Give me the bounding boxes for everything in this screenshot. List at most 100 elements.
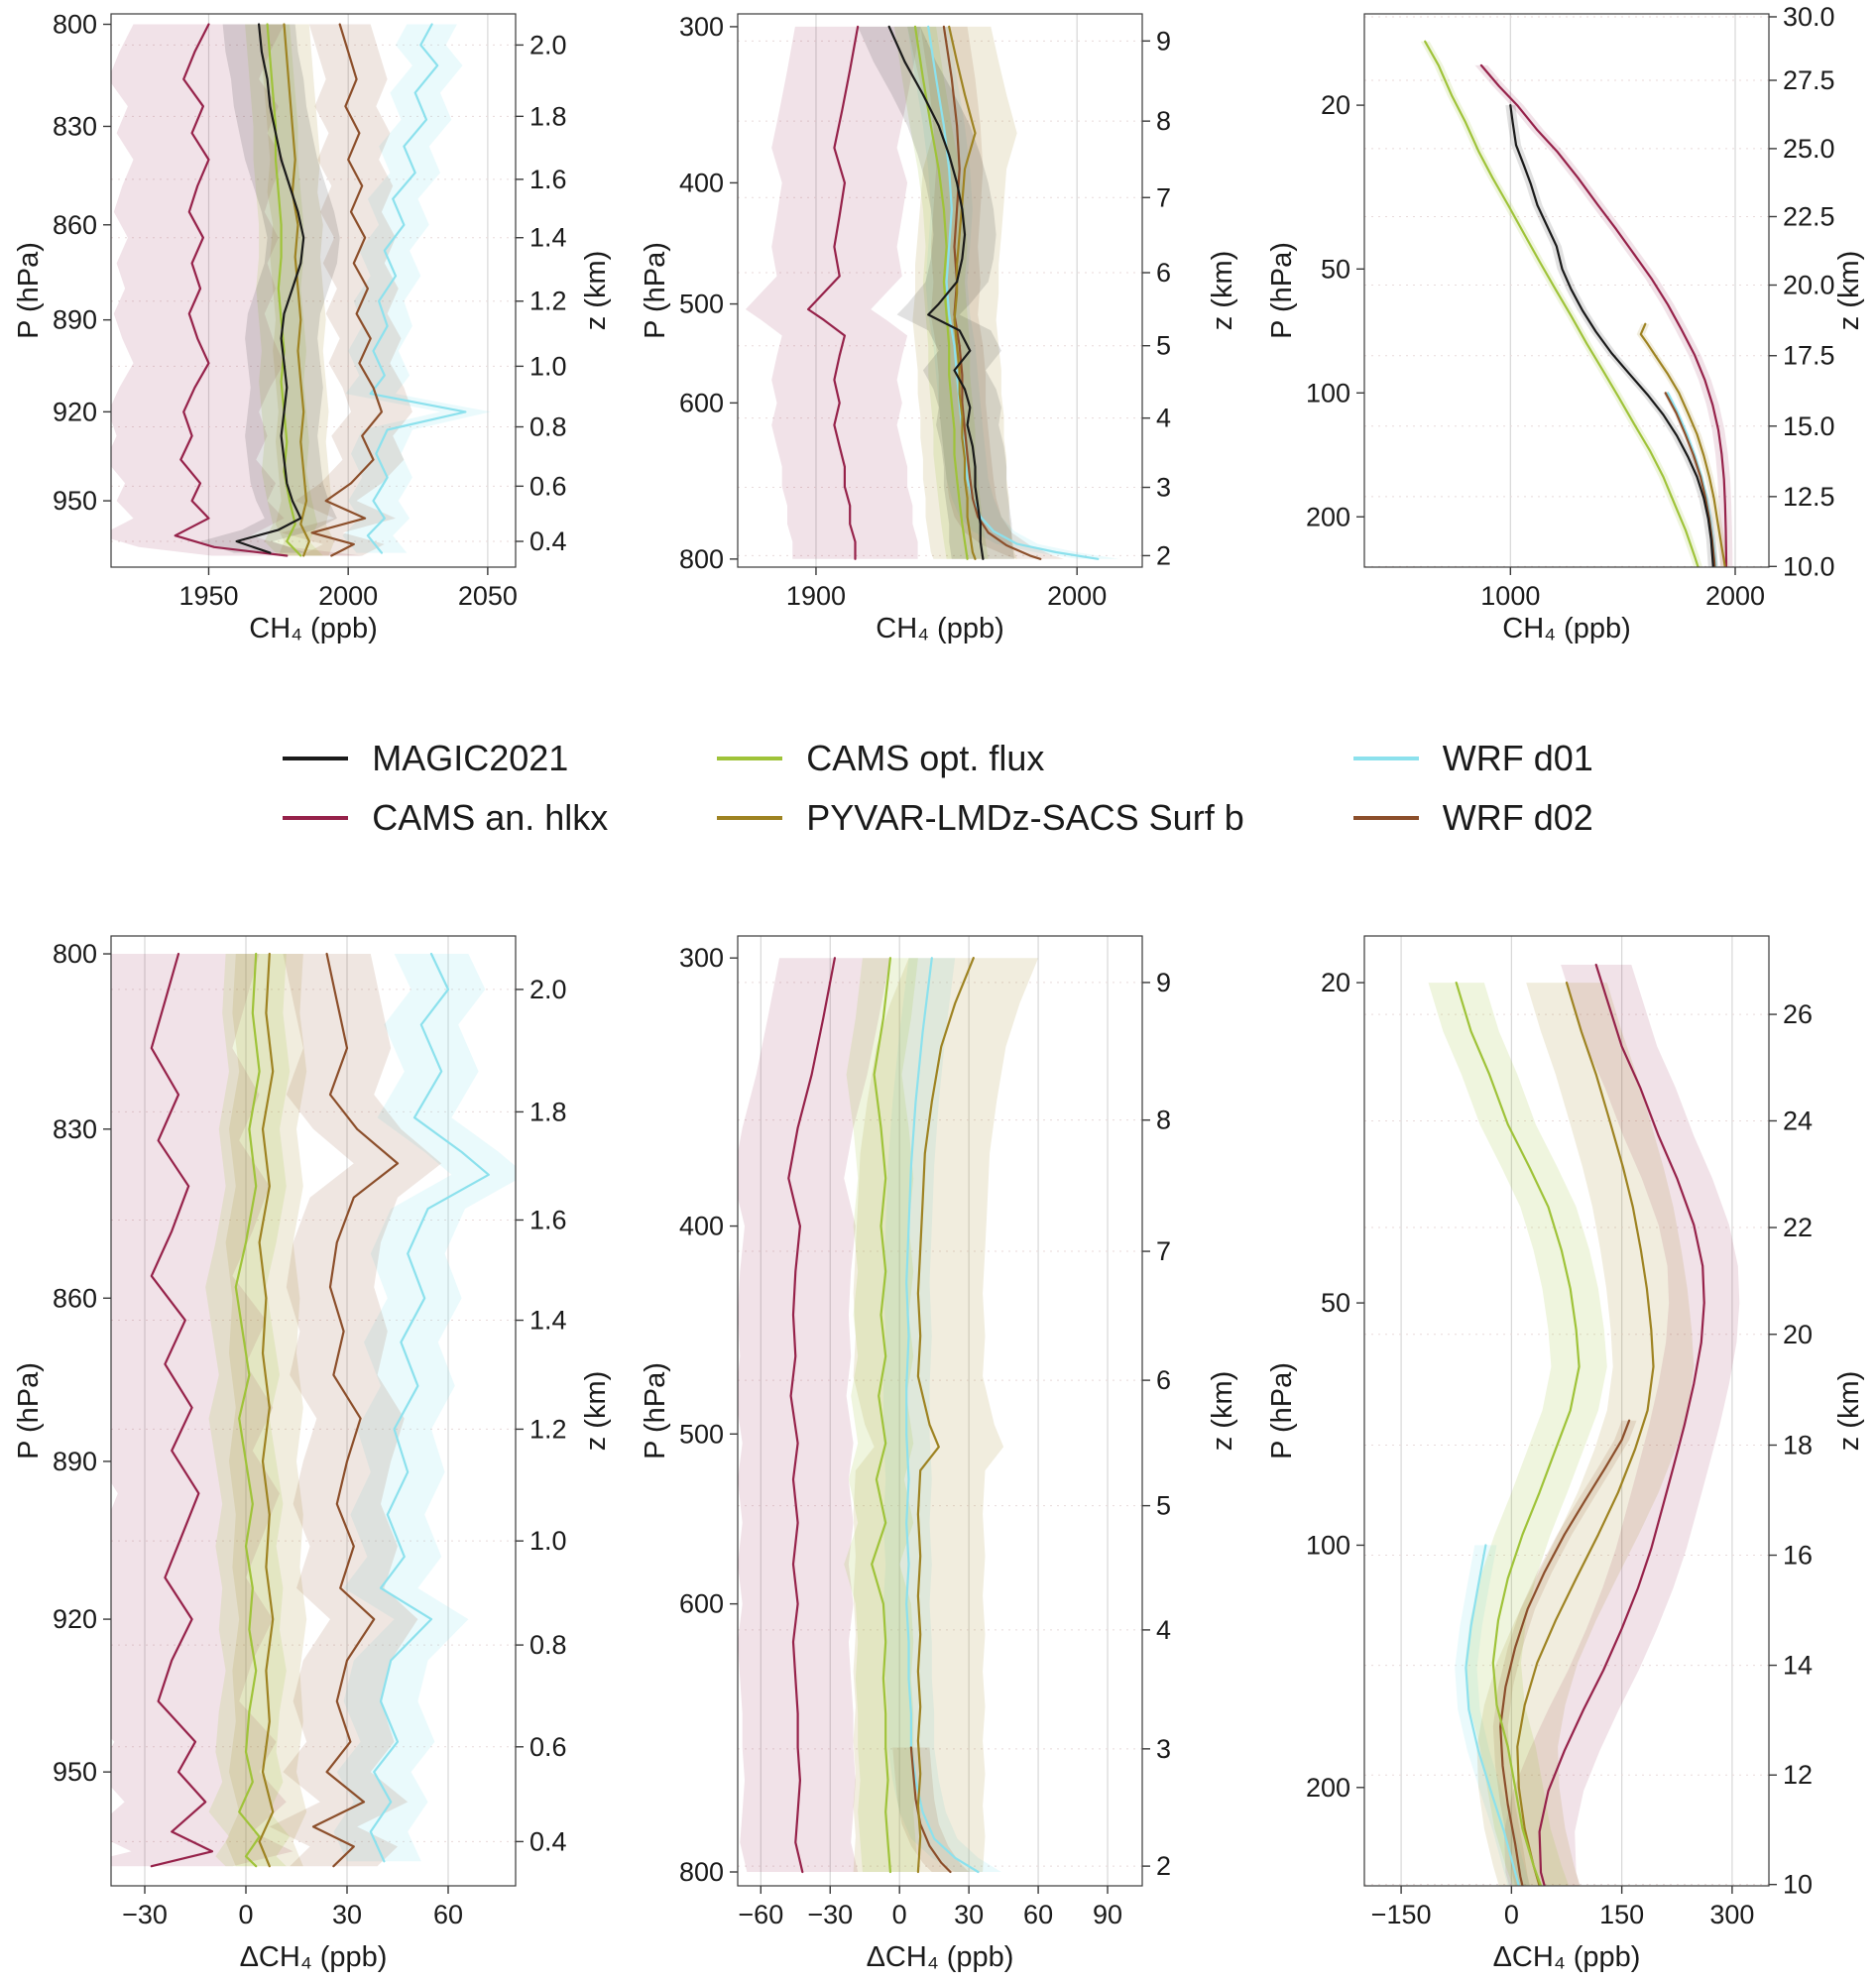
svg-text:3: 3 [1156, 1734, 1171, 1764]
svg-text:z (km): z (km) [1833, 1371, 1865, 1452]
svg-text:1900: 1900 [786, 581, 846, 611]
svg-text:ΔCH₄ (ppb): ΔCH₄ (ppb) [867, 1941, 1014, 1973]
legend-item-cams-an-hlkx: CAMS an. hlkx [283, 797, 608, 839]
panel-dch4-free-troposphere: −60 −30 0 30 60 90 300 400 500 600 800 9 8 7 6 5 4 3 2 ΔCH₄… [631, 922, 1245, 1983]
dch4-free-troposphere-chart: −60 −30 0 30 60 90 300 400 500 600 800 9 8 7 6 5 4 3 2 ΔCH₄… [640, 935, 1238, 1973]
svg-text:2050: 2050 [458, 581, 518, 611]
svg-text:400: 400 [679, 168, 724, 197]
ch4-free-troposphere-chart: 1900 2000 300 400 500 600 800 9 8 7 6 5 4 3 2 CH₄ (ppb)… [640, 12, 1238, 644]
svg-text:890: 890 [53, 305, 97, 335]
legend-label-cams-opt-flux: CAMS opt. flux [806, 738, 1045, 778]
svg-text:20: 20 [1321, 968, 1350, 997]
svg-text:−150: −150 [1371, 1900, 1432, 1929]
cams-an-hlkx-line-swatch [283, 816, 349, 820]
ch4-stratosphere-chart: 1000 2000 20 50 100 200 30.0 27.5 25.0 22.5 20.0 17… [1266, 2, 1865, 644]
svg-text:1950: 1950 [178, 581, 238, 611]
svg-text:3: 3 [1156, 473, 1171, 503]
svg-text:1.2: 1.2 [529, 1414, 567, 1444]
svg-text:0.4: 0.4 [529, 1826, 567, 1856]
svg-text:100: 100 [1306, 1530, 1350, 1560]
svg-text:920: 920 [53, 397, 97, 426]
svg-text:100: 100 [1306, 378, 1350, 408]
svg-text:4: 4 [1156, 404, 1171, 433]
svg-text:1000: 1000 [1480, 581, 1540, 611]
svg-text:800: 800 [679, 544, 724, 574]
svg-text:1.6: 1.6 [529, 1205, 567, 1234]
svg-text:25.0: 25.0 [1783, 134, 1835, 164]
svg-text:800: 800 [679, 1857, 724, 1887]
svg-text:12: 12 [1783, 1760, 1813, 1790]
svg-text:300: 300 [1709, 1900, 1754, 1929]
legend-item-magic2021: MAGIC2021 [283, 738, 608, 779]
svg-text:30: 30 [954, 1900, 984, 1929]
dch4-boundary-layer-chart: −30 0 30 60 800 830 860 890 920 950 2.0 1.8 1.6 1.4 1.… [13, 935, 612, 1973]
svg-text:z (km): z (km) [580, 251, 612, 331]
svg-text:26: 26 [1783, 999, 1813, 1029]
top-row: 1950 2000 2050 800 830 860 890 920 950 2.0 1.8 1.6 1… [4, 0, 1872, 654]
svg-text:1.0: 1.0 [529, 351, 567, 381]
legend-column-1: MAGIC2021 CAMS an. hlkx [283, 738, 608, 839]
svg-text:20: 20 [1783, 1320, 1813, 1349]
svg-text:15.0: 15.0 [1783, 411, 1835, 441]
svg-text:P (hPa): P (hPa) [13, 1362, 45, 1459]
svg-text:0.4: 0.4 [529, 526, 567, 556]
svg-text:10.0: 10.0 [1783, 551, 1835, 581]
svg-text:2000: 2000 [1705, 581, 1765, 611]
svg-text:22.5: 22.5 [1783, 201, 1835, 231]
legend-item-pyvar-lmdz-sacs: PYVAR-LMDz-SACS Surf b [717, 797, 1244, 839]
svg-text:200: 200 [1306, 1773, 1350, 1803]
svg-text:18: 18 [1783, 1430, 1813, 1459]
svg-text:30: 30 [332, 1900, 362, 1929]
svg-text:0.6: 0.6 [529, 471, 567, 501]
svg-text:7: 7 [1156, 182, 1171, 212]
panel-ch4-stratosphere: 1000 2000 20 50 100 200 30.0 27.5 25.0 22.5 20.0 17… [1257, 0, 1872, 654]
svg-text:5: 5 [1156, 331, 1171, 361]
svg-text:920: 920 [53, 1604, 97, 1634]
svg-text:ΔCH₄ (ppb): ΔCH₄ (ppb) [240, 1941, 388, 1973]
svg-text:90: 90 [1093, 1900, 1122, 1929]
svg-text:0.6: 0.6 [529, 1732, 567, 1762]
svg-text:150: 150 [1599, 1900, 1644, 1929]
svg-text:2: 2 [1156, 1851, 1171, 1881]
svg-text:830: 830 [53, 111, 97, 141]
svg-text:800: 800 [53, 939, 97, 969]
svg-text:200: 200 [1306, 502, 1350, 531]
bottom-row: −30 0 30 60 800 830 860 890 920 950 2.0 1.8 1.6 1.4 1.… [4, 922, 1872, 1983]
svg-text:60: 60 [1023, 1900, 1053, 1929]
svg-text:P (hPa): P (hPa) [640, 1362, 671, 1459]
svg-text:z (km): z (km) [1207, 251, 1238, 331]
svg-text:0: 0 [1504, 1900, 1519, 1929]
legend-label-magic2021: MAGIC2021 [372, 738, 569, 778]
svg-text:300: 300 [679, 12, 724, 42]
svg-text:P (hPa): P (hPa) [13, 242, 45, 339]
svg-text:10: 10 [1783, 1870, 1813, 1900]
svg-text:2.0: 2.0 [529, 975, 567, 1004]
magic2021-line-swatch [283, 757, 349, 760]
ch4-boundary-layer-chart: 1950 2000 2050 800 830 860 890 920 950 2.0 1.8 1.6 1… [13, 10, 612, 644]
svg-text:24: 24 [1783, 1106, 1813, 1135]
svg-text:CH₄ (ppb): CH₄ (ppb) [249, 613, 377, 644]
panel-dch4-boundary-layer: −30 0 30 60 800 830 860 890 920 950 2.0 1.8 1.6 1.4 1.… [4, 922, 619, 1983]
svg-text:20.0: 20.0 [1783, 271, 1835, 300]
svg-text:4: 4 [1156, 1615, 1171, 1645]
wrf-d02-line-swatch [1352, 816, 1419, 820]
svg-text:890: 890 [53, 1447, 97, 1476]
svg-text:0.8: 0.8 [529, 412, 567, 442]
svg-text:950: 950 [53, 1757, 97, 1787]
svg-text:0.8: 0.8 [529, 1630, 567, 1660]
svg-text:2000: 2000 [318, 581, 378, 611]
svg-text:6: 6 [1156, 258, 1171, 288]
svg-text:860: 860 [53, 210, 97, 240]
cams-opt-flux-line-swatch [717, 757, 783, 760]
svg-text:2.0: 2.0 [529, 30, 567, 59]
svg-text:1.8: 1.8 [529, 101, 567, 131]
panel-ch4-boundary-layer: 1950 2000 2050 800 830 860 890 920 950 2.0 1.8 1.6 1… [4, 0, 619, 654]
svg-text:CH₄ (ppb): CH₄ (ppb) [876, 613, 1003, 644]
svg-text:600: 600 [679, 388, 724, 417]
legend-label-wrf-d02: WRF d02 [1442, 797, 1593, 838]
legend-item-cams-opt-flux: CAMS opt. flux [717, 738, 1243, 779]
wrf-d01-line-swatch [1352, 757, 1419, 760]
svg-text:6: 6 [1156, 1365, 1171, 1395]
svg-text:CH₄ (ppb): CH₄ (ppb) [1502, 613, 1630, 644]
svg-text:400: 400 [679, 1212, 724, 1241]
